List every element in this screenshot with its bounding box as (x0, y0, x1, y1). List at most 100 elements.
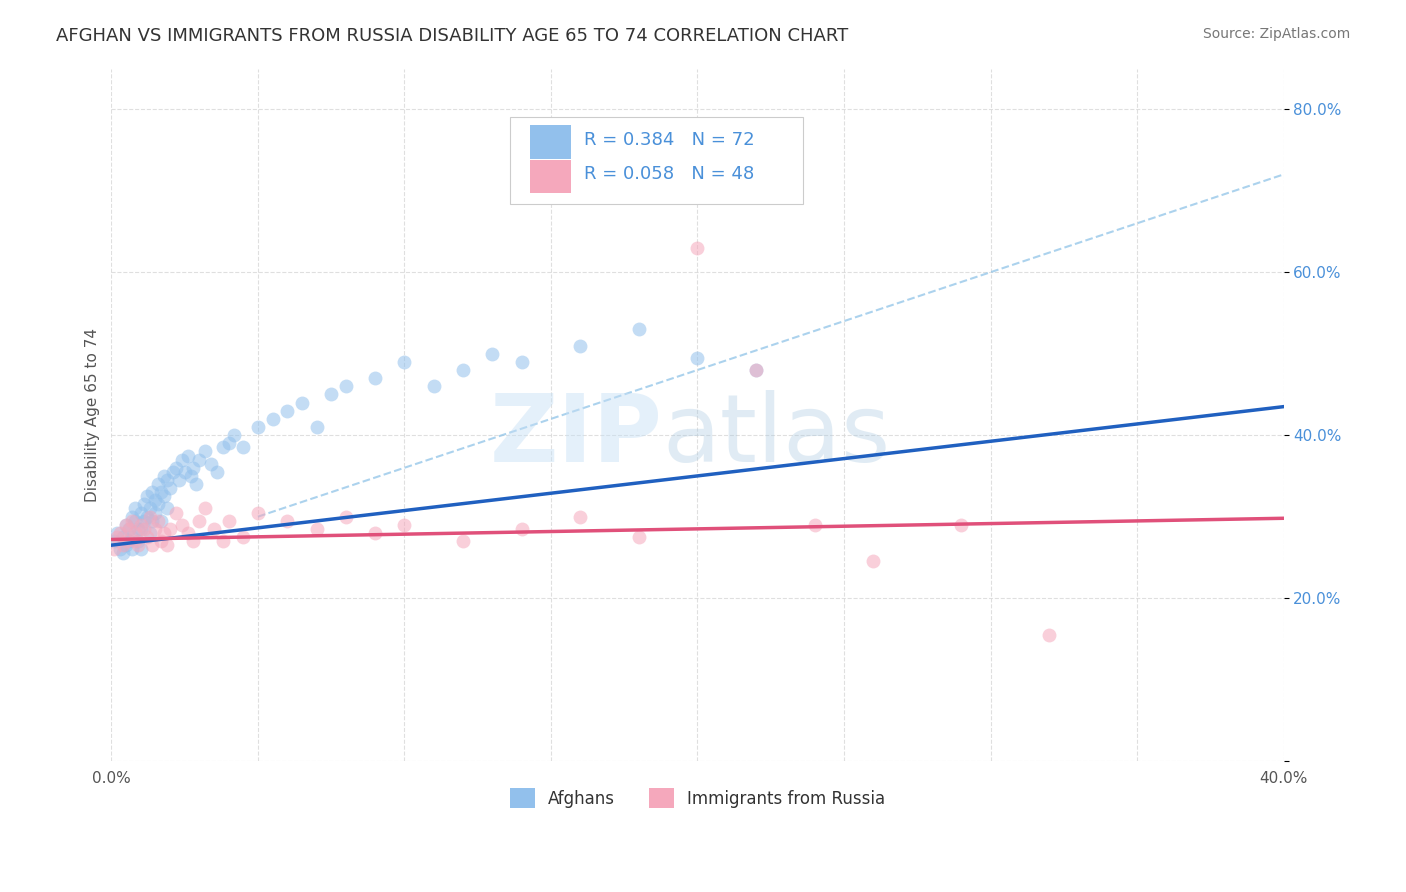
Point (129, 542, 152, 557)
Text: Source: ZipAtlas.com: Source: ZipAtlas.com (1202, 27, 1350, 41)
Point (200, 457, 222, 471)
Point (103, 542, 125, 557)
Point (105, 530, 128, 544)
Point (127, 522, 149, 536)
Point (115, 517, 138, 532)
Point (170, 452, 193, 467)
Point (132, 514, 155, 528)
Point (394, 355, 416, 369)
Point (135, 489, 157, 503)
Point (569, 338, 592, 352)
Point (394, 517, 416, 532)
Point (159, 522, 181, 536)
Point (121, 530, 143, 544)
Point (148, 497, 170, 511)
Point (127, 534, 149, 549)
Point (246, 506, 269, 520)
Point (108, 542, 131, 557)
Point (145, 493, 167, 508)
Point (218, 514, 240, 528)
Point (510, 355, 533, 369)
Point (148, 514, 170, 528)
Point (105, 525, 128, 540)
Point (124, 514, 146, 528)
Point (211, 441, 233, 455)
Point (129, 517, 152, 532)
Point (510, 522, 533, 536)
Y-axis label: Disability Age 65 to 74: Disability Age 65 to 74 (86, 327, 100, 502)
Point (569, 509, 592, 524)
Point (276, 514, 298, 528)
Point (156, 538, 179, 552)
Point (148, 477, 170, 491)
FancyBboxPatch shape (510, 117, 803, 203)
Point (150, 514, 173, 528)
Point (305, 420, 328, 434)
Point (950, 517, 973, 532)
Point (218, 436, 240, 450)
Point (118, 522, 141, 536)
Point (167, 473, 190, 487)
Point (305, 522, 328, 536)
Point (118, 534, 141, 549)
Bar (530, 160, 571, 194)
Point (205, 465, 228, 479)
Point (246, 420, 269, 434)
Point (321, 387, 343, 401)
Point (335, 379, 357, 393)
Point (121, 514, 143, 528)
Point (180, 469, 202, 483)
Point (262, 412, 284, 426)
Point (153, 489, 176, 503)
Point (364, 525, 387, 540)
Point (127, 538, 149, 552)
Point (364, 371, 387, 385)
Point (159, 481, 181, 495)
Point (145, 522, 167, 536)
Point (124, 525, 146, 540)
Text: ZIP: ZIP (489, 390, 662, 482)
Point (183, 534, 205, 549)
Point (170, 517, 193, 532)
Point (112, 530, 135, 544)
Point (423, 379, 446, 393)
Point (115, 538, 138, 552)
Point (803, 517, 825, 532)
Point (121, 542, 143, 557)
Point (138, 509, 160, 524)
Point (138, 501, 160, 516)
Point (103, 534, 125, 549)
Point (162, 465, 184, 479)
Point (135, 509, 157, 524)
Point (173, 465, 195, 479)
Point (156, 473, 179, 487)
Text: AFGHAN VS IMMIGRANTS FROM RUSSIA DISABILITY AGE 65 TO 74 CORRELATION CHART: AFGHAN VS IMMIGRANTS FROM RUSSIA DISABIL… (56, 27, 848, 45)
Point (627, 530, 650, 544)
Point (153, 469, 176, 483)
Point (132, 522, 155, 536)
Point (129, 506, 152, 520)
Point (150, 485, 173, 500)
Point (112, 538, 135, 552)
Point (115, 517, 138, 532)
Point (291, 395, 314, 409)
Point (862, 554, 884, 568)
Point (156, 501, 179, 516)
Point (188, 452, 211, 467)
Point (627, 322, 650, 336)
Point (150, 534, 173, 549)
Point (194, 444, 217, 458)
Point (141, 514, 163, 528)
Point (1038, 628, 1060, 642)
Point (121, 509, 143, 524)
Point (132, 497, 155, 511)
Point (165, 506, 187, 520)
Point (145, 506, 167, 520)
Point (141, 538, 163, 552)
Text: R = 0.058   N = 48: R = 0.058 N = 48 (583, 166, 754, 184)
Point (124, 534, 146, 549)
Point (451, 363, 474, 377)
Point (188, 514, 211, 528)
Point (686, 241, 709, 255)
Point (153, 525, 176, 540)
